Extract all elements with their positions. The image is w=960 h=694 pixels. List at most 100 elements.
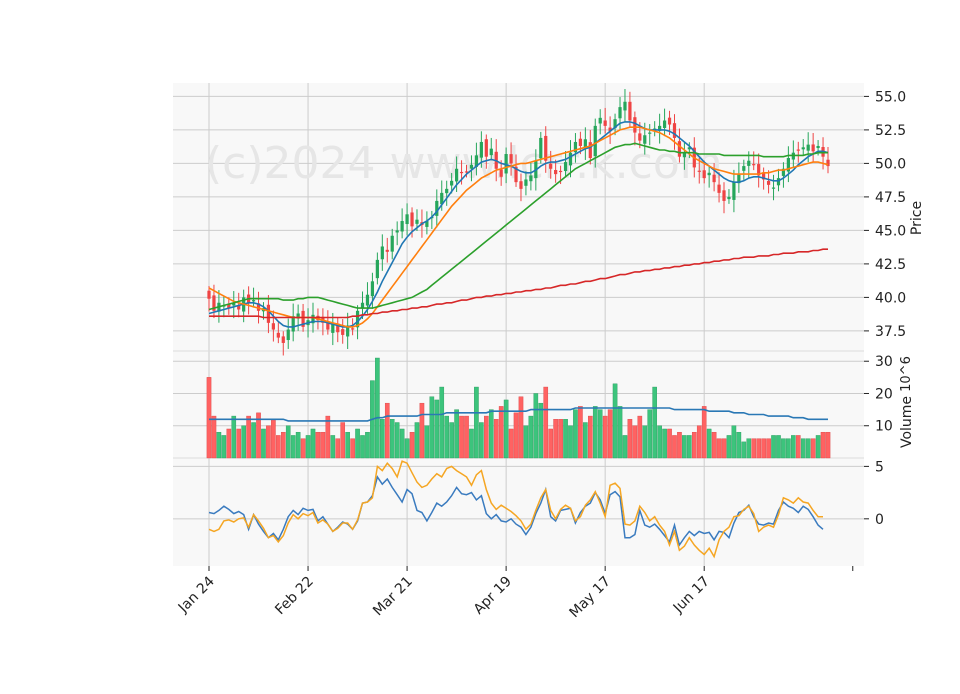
indicator-line (208, 460, 823, 559)
candle-body (326, 322, 330, 330)
volume-bar (825, 431, 831, 459)
volume-axis-label: Volume (899, 396, 915, 448)
volume-bar (429, 396, 435, 459)
volume-bar (469, 428, 474, 459)
volume-bar (578, 406, 583, 459)
volume-axis-exponent: 10^6 (899, 356, 914, 392)
volume-bar (771, 435, 776, 459)
price-axis-label: Price (909, 201, 925, 235)
volume-bar (300, 438, 306, 459)
price-y-tick-label: 50.0 (875, 156, 906, 172)
candle-body (618, 107, 622, 119)
volume-bar (622, 435, 628, 459)
watermark: (c)2024 www.lcrr.k.com (205, 138, 723, 189)
volume-bar (246, 415, 251, 459)
candle-body (608, 127, 612, 132)
candle-body (672, 123, 677, 138)
volume-bar (221, 435, 227, 459)
candle-body (524, 179, 528, 186)
candle-body (415, 219, 419, 224)
candle-body (405, 214, 409, 225)
volume-bar (285, 425, 291, 459)
price-y-tick-label: 52.5 (875, 123, 906, 139)
series-lines (208, 121, 829, 559)
candle-body (529, 175, 533, 182)
volume-bar (231, 415, 237, 459)
volume-bar (701, 406, 707, 459)
candle-body (341, 329, 345, 335)
volume-bar (786, 438, 791, 459)
candle-body (450, 180, 454, 186)
volume-bar (295, 431, 301, 459)
volume-bar (716, 438, 722, 459)
price-y-tick-label: 37.5 (875, 324, 906, 340)
grid (173, 83, 864, 566)
candle-body (578, 138, 583, 146)
indicator-y-tick-label: 0 (875, 512, 884, 528)
candle-body (237, 305, 241, 310)
price-panel-bg (173, 83, 864, 351)
candle-body (747, 160, 751, 166)
candle-body (583, 139, 587, 148)
candle-body (355, 310, 360, 328)
candle-body (558, 170, 563, 173)
volume-bar (761, 438, 766, 459)
candle-body (380, 246, 384, 260)
volume-bar (667, 428, 672, 459)
volume-bar (206, 377, 212, 459)
volume-bar (721, 438, 727, 459)
volume-bar (558, 419, 563, 459)
volume-bar (563, 419, 568, 459)
x-tick-label: Jan 24 (175, 573, 218, 616)
candle-body (826, 159, 830, 167)
volume-bar (241, 425, 246, 459)
candle-body (336, 323, 340, 333)
candle-body (732, 182, 736, 200)
candle-body (365, 294, 370, 306)
volume-bar (439, 386, 445, 459)
candle-body (737, 174, 741, 184)
candle-body (623, 101, 627, 111)
volume-bar (691, 431, 697, 459)
x-tick-label: May 17 (566, 574, 614, 622)
candle-body (207, 290, 211, 299)
volume-bar (800, 438, 806, 459)
volume-bar (503, 399, 509, 459)
candle-body (484, 139, 488, 157)
candles (207, 89, 830, 356)
volume-bar (454, 409, 459, 459)
candle-body (346, 325, 350, 337)
candle-body (796, 149, 800, 151)
volume-bar (508, 428, 514, 459)
candle-body (286, 329, 290, 341)
volume-bar (587, 415, 593, 459)
candle-body (648, 132, 652, 134)
price-y-tick-label: 45.0 (875, 223, 906, 239)
indicator-y-tick-label: 5 (875, 459, 884, 475)
volume-bar (696, 425, 702, 459)
candle-body (712, 174, 716, 183)
volume-bar (355, 428, 360, 459)
candle-body (410, 212, 414, 227)
volume-bar (573, 409, 578, 459)
candle-body (232, 302, 236, 306)
volume-bar (394, 422, 400, 459)
candle-body (563, 162, 568, 172)
volume-bar (583, 422, 588, 459)
volume-bar (340, 422, 346, 459)
candle-body (677, 141, 682, 157)
volume-bar (479, 422, 484, 459)
candle-body (271, 323, 275, 330)
price-y-tick-label: 47.5 (875, 190, 906, 206)
volume-bar (810, 438, 816, 459)
volume-bar (459, 415, 464, 459)
volume-bar (498, 406, 504, 459)
candle-body (628, 101, 632, 121)
candle-body (395, 230, 399, 233)
candle-body (281, 336, 285, 343)
candle-body (474, 155, 479, 167)
candle-body (212, 295, 216, 311)
volume-bar (706, 428, 712, 459)
volume-bar (652, 386, 657, 459)
candle-body (266, 304, 271, 323)
